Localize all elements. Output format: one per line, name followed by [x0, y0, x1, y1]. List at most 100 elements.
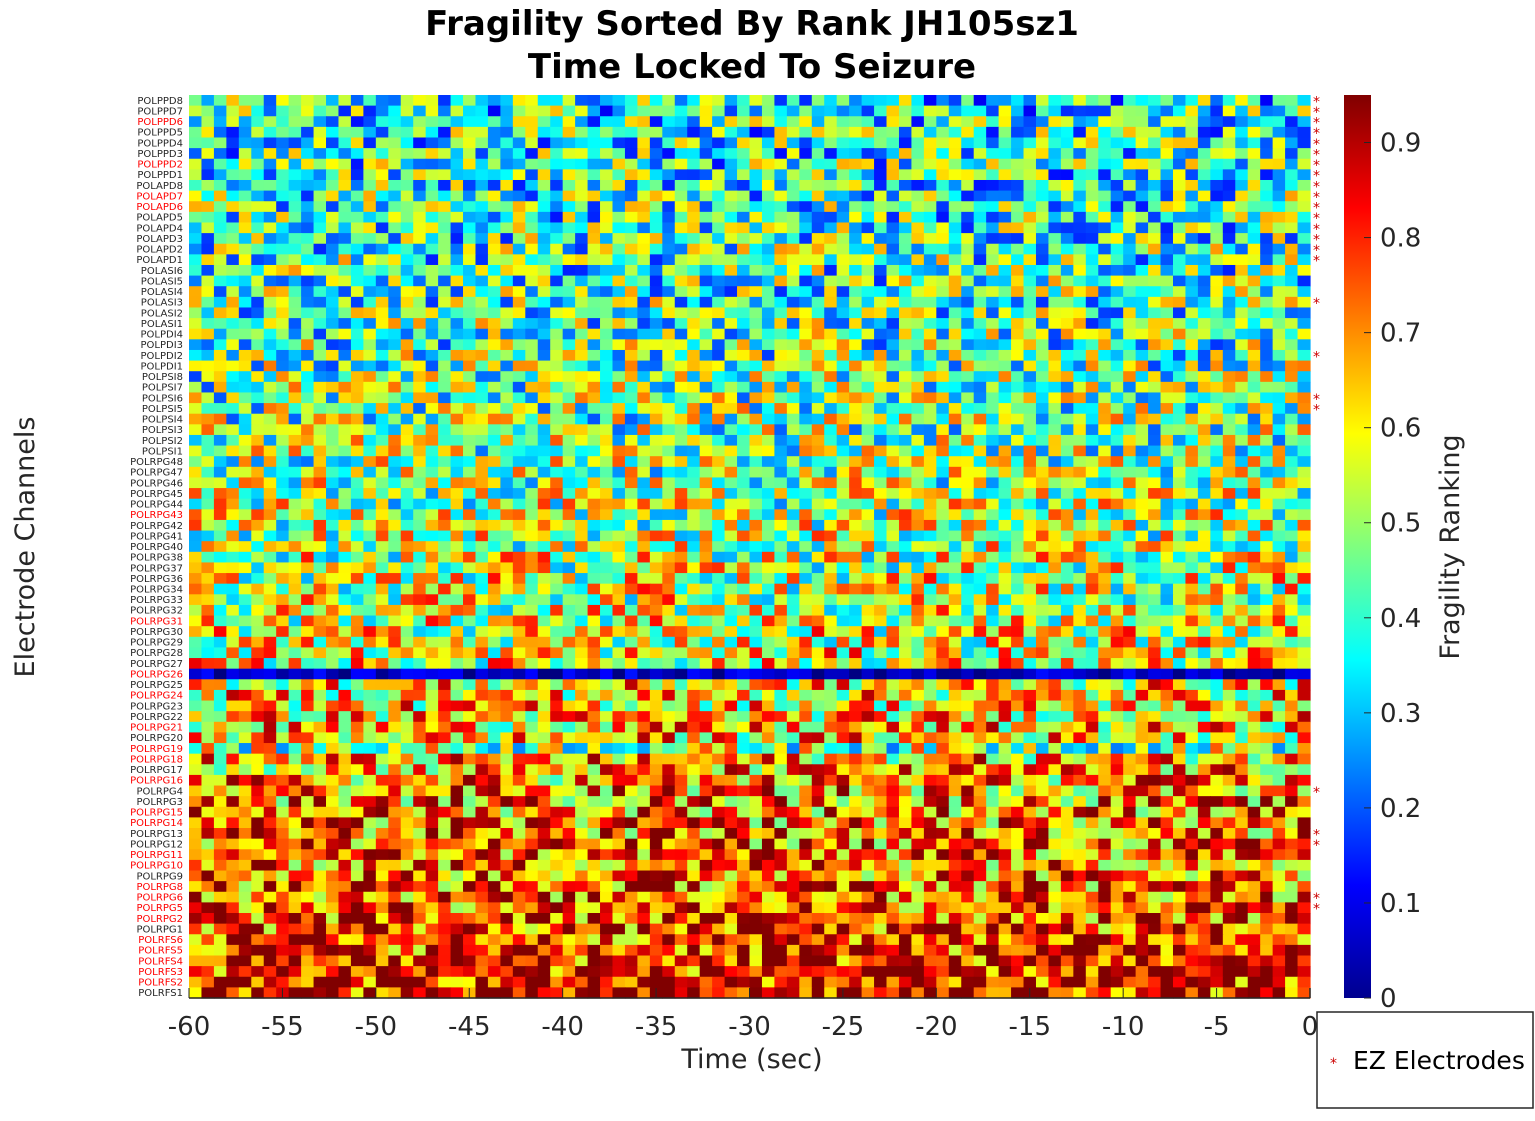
- heatmap-cell: [1073, 286, 1087, 298]
- heatmap-cell: [388, 477, 402, 489]
- heatmap-cell: [537, 392, 551, 404]
- heatmap-cell: [898, 403, 913, 415]
- heatmap-cell: [699, 105, 713, 117]
- heatmap-cell: [674, 169, 688, 181]
- heatmap-cell: [824, 371, 838, 383]
- heatmap-cell: [276, 519, 290, 532]
- heatmap-cell: [525, 573, 539, 585]
- heatmap-cell: [226, 190, 240, 202]
- heatmap-cell: [413, 636, 427, 649]
- heatmap-cell: [612, 562, 626, 574]
- heatmap-cell: [1048, 562, 1062, 574]
- heatmap-cell: [313, 392, 327, 404]
- heatmap-cell: [350, 498, 364, 510]
- heatmap-cell: [525, 466, 539, 479]
- heatmap-cell: [624, 105, 638, 117]
- heatmap-cell: [624, 403, 638, 415]
- heatmap-cell: [1123, 296, 1137, 309]
- heatmap-cell: [786, 137, 800, 149]
- heatmap-cell: [600, 615, 614, 627]
- heatmap-cell: [886, 551, 900, 564]
- heatmap-cell: [600, 95, 614, 107]
- heatmap-cell: [861, 658, 875, 670]
- heatmap-cell: [898, 594, 913, 606]
- heatmap-cell: [662, 594, 676, 606]
- heatmap-cell: [487, 583, 501, 595]
- heatmap-cell: [649, 626, 663, 638]
- heatmap-cell: [1011, 233, 1025, 245]
- heatmap-cell: [288, 541, 302, 553]
- heatmap-cell: [1011, 222, 1025, 234]
- heatmap-cell: [649, 116, 663, 128]
- heatmap-cell: [562, 679, 576, 691]
- heatmap-cell: [612, 264, 626, 277]
- heatmap-cell: [537, 668, 551, 680]
- heatmap-cell: [687, 148, 701, 160]
- heatmap-cell: [338, 498, 352, 510]
- heatmap-cell: [413, 551, 427, 564]
- heatmap-cell: [1172, 647, 1187, 659]
- heatmap-cell: [575, 456, 589, 468]
- heatmap-cell: [301, 658, 315, 670]
- heatmap-cell: [886, 604, 900, 617]
- heatmap-cell: [1247, 530, 1261, 542]
- heatmap-cell: [1011, 190, 1025, 202]
- heatmap-cell: [1210, 126, 1224, 139]
- heatmap-cell: [1073, 307, 1087, 319]
- heatmap-cell: [687, 275, 701, 287]
- heatmap-cell: [1135, 647, 1149, 659]
- heatmap-cell: [301, 296, 315, 309]
- heatmap-cell: [413, 498, 427, 510]
- heatmap-cell: [1148, 498, 1162, 510]
- heatmap-cell: [624, 126, 638, 139]
- heatmap-cell: [238, 126, 252, 139]
- heatmap-cell: [1222, 466, 1236, 479]
- heatmap-cell: [363, 668, 377, 680]
- heatmap-cell: [936, 403, 950, 415]
- heatmap-cell: [612, 647, 626, 659]
- heatmap-cell: [1023, 95, 1037, 107]
- heatmap-cell: [786, 434, 800, 447]
- heatmap-cell: [350, 594, 364, 606]
- heatmap-cell: [1197, 594, 1211, 606]
- heatmap-cell: [936, 179, 950, 192]
- heatmap-cell: [687, 403, 701, 415]
- heatmap-cell: [998, 488, 1012, 500]
- heatmap-cell: [724, 95, 738, 107]
- heatmap-cell: [973, 328, 987, 340]
- heatmap-cell: [936, 562, 950, 574]
- heatmap-cell: [326, 551, 340, 564]
- heatmap-cell: [463, 509, 477, 521]
- heatmap-cell: [624, 658, 638, 670]
- heatmap-cell: [350, 201, 364, 213]
- heatmap-cell: [1235, 339, 1249, 351]
- heatmap-cell: [1085, 169, 1099, 181]
- heatmap-cell: [1110, 233, 1124, 245]
- heatmap-cell: [1135, 211, 1149, 224]
- heatmap-cell: [674, 286, 688, 298]
- heatmap-cell: [263, 95, 277, 107]
- heatmap-cell: [375, 541, 389, 553]
- heatmap-cell: [649, 275, 663, 287]
- heatmap-cell: [712, 530, 726, 542]
- heatmap-cell: [375, 179, 389, 192]
- heatmap-cell: [400, 573, 414, 585]
- heatmap-cell: [799, 647, 813, 659]
- heatmap-cell: [687, 509, 701, 521]
- heatmap-cell: [674, 636, 688, 649]
- heatmap-cell: [350, 381, 364, 394]
- heatmap-cell: [624, 275, 638, 287]
- heatmap-cell: [687, 668, 701, 680]
- heatmap-cell: [587, 381, 601, 394]
- heatmap-cell: [438, 148, 452, 160]
- heatmap-cell: [1222, 636, 1236, 649]
- heatmap-cell: [189, 126, 203, 139]
- heatmap-cell: [936, 254, 950, 266]
- heatmap-cell: [1222, 371, 1236, 383]
- heatmap-cell: [662, 573, 676, 585]
- heatmap-cell: [973, 456, 987, 468]
- heatmap-cell: [861, 148, 875, 160]
- heatmap-cell: [1035, 445, 1050, 457]
- heatmap-cell: [587, 551, 601, 564]
- heatmap-cell: [263, 201, 277, 213]
